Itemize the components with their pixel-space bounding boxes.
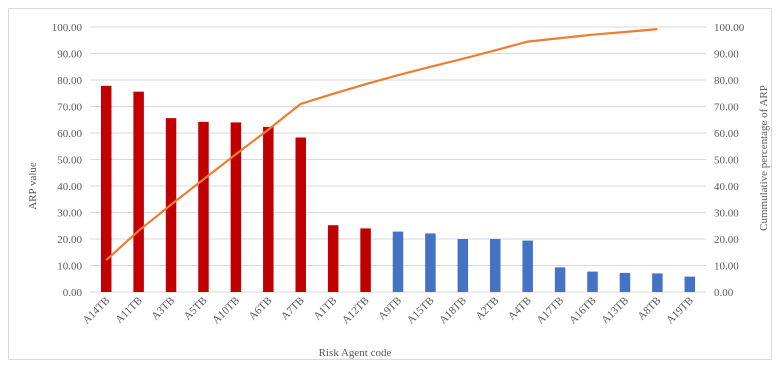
bar-A17TB <box>554 267 566 292</box>
y2-tick-label: 70.00 <box>714 102 739 114</box>
bar-A16TB <box>587 271 598 292</box>
y-tick-label: 90.00 <box>57 49 82 61</box>
bar-A12TB <box>360 228 371 292</box>
y-tick-label: 50.00 <box>57 155 82 167</box>
y-tick-label: 70.00 <box>57 102 82 114</box>
x-tick-label: A16TB <box>567 295 599 327</box>
y2-tick-label: 30.00 <box>714 208 739 220</box>
bar-A9TB <box>392 231 404 292</box>
bar-A2TB <box>490 239 501 292</box>
x-tick-label: A13TB <box>599 295 631 327</box>
x-tick-label: A2TB <box>473 295 501 323</box>
y2-tick-label: 60.00 <box>714 128 739 140</box>
bar-A13TB <box>619 272 631 292</box>
y2-tick-label: 40.00 <box>714 181 739 193</box>
cumulative-line-series <box>105 28 658 262</box>
x-tick-label: A14TB <box>81 295 113 327</box>
y-tick-label: 30.00 <box>57 208 82 220</box>
bar-A14TB <box>100 85 112 292</box>
y2-tick-label: 100.00 <box>714 22 745 34</box>
gridlines <box>90 26 706 293</box>
bar-A1TB <box>327 225 339 292</box>
y-tick-label: 40.00 <box>57 181 82 193</box>
bar-A5TB <box>198 121 209 293</box>
y-tick-label: 0.00 <box>63 287 83 299</box>
x-tick-label: A3TB <box>149 295 177 323</box>
bar-A4TB <box>522 240 533 292</box>
bar-A10TB <box>230 122 242 293</box>
bar-A19TB <box>684 276 696 292</box>
x-axis-title: Risk Agent code <box>319 347 392 359</box>
x-tick-label: A12TB <box>340 295 372 327</box>
x-tick-label: A11TB <box>113 295 145 327</box>
y-tick-label: 60.00 <box>57 128 82 140</box>
y-tick-label: 10.00 <box>57 261 82 273</box>
x-tick-label: A17TB <box>534 295 566 327</box>
y-tick-label: 20.00 <box>57 234 82 246</box>
bar-A6TB <box>263 126 274 292</box>
y-tick-label: 100.00 <box>52 22 83 34</box>
x-tick-label: A7TB <box>279 295 307 323</box>
x-tick-label: A1TB <box>311 295 339 323</box>
cumulative-line <box>105 28 658 262</box>
x-tick-label: A6TB <box>247 295 275 323</box>
y-axis-title: ARP value <box>27 162 39 210</box>
y2-tick-label: 80.00 <box>714 75 739 87</box>
bar-A7TB <box>295 137 306 292</box>
bar-A8TB <box>652 273 663 292</box>
x-tick-label: A19TB <box>664 295 696 327</box>
x-tick-label: A4TB <box>506 295 534 323</box>
y2-tick-labels: 0.00 10.00 20.00 30.00 40.00 50.00 60.00 70.00 8… <box>714 22 745 299</box>
x-tick-label: A10TB <box>210 295 242 327</box>
y2-tick-label: 20.00 <box>714 234 739 246</box>
bar-A11TB <box>133 91 144 292</box>
x-tick-label: A18TB <box>437 295 469 327</box>
x-tick-label: A5TB <box>182 295 210 323</box>
chart-frame <box>8 8 772 360</box>
y2-axis-title: Cummulative percentage of ARP <box>758 85 770 231</box>
y-tick-label: 80.00 <box>57 75 82 87</box>
y2-tick-label: 90.00 <box>714 49 739 61</box>
x-tick-label: A8TB <box>636 295 664 323</box>
y2-tick-label: 10.00 <box>714 261 739 273</box>
y-tick-labels: 0.00 10.00 20.00 30.00 40.00 50.00 60.00 70.00 8… <box>52 22 83 299</box>
x-tick-label: A15TB <box>405 295 437 327</box>
bar-A18TB <box>457 239 469 292</box>
bar-A15TB <box>425 233 436 292</box>
x-tick-label: A9TB <box>376 295 404 323</box>
y2-tick-label: 0.00 <box>714 287 734 299</box>
x-tick-labels: A14TB A11TB A3TB A5TB A10TB A6TB A7TB A1TB A12TB… <box>81 295 696 327</box>
y2-tick-label: 50.00 <box>714 155 739 167</box>
